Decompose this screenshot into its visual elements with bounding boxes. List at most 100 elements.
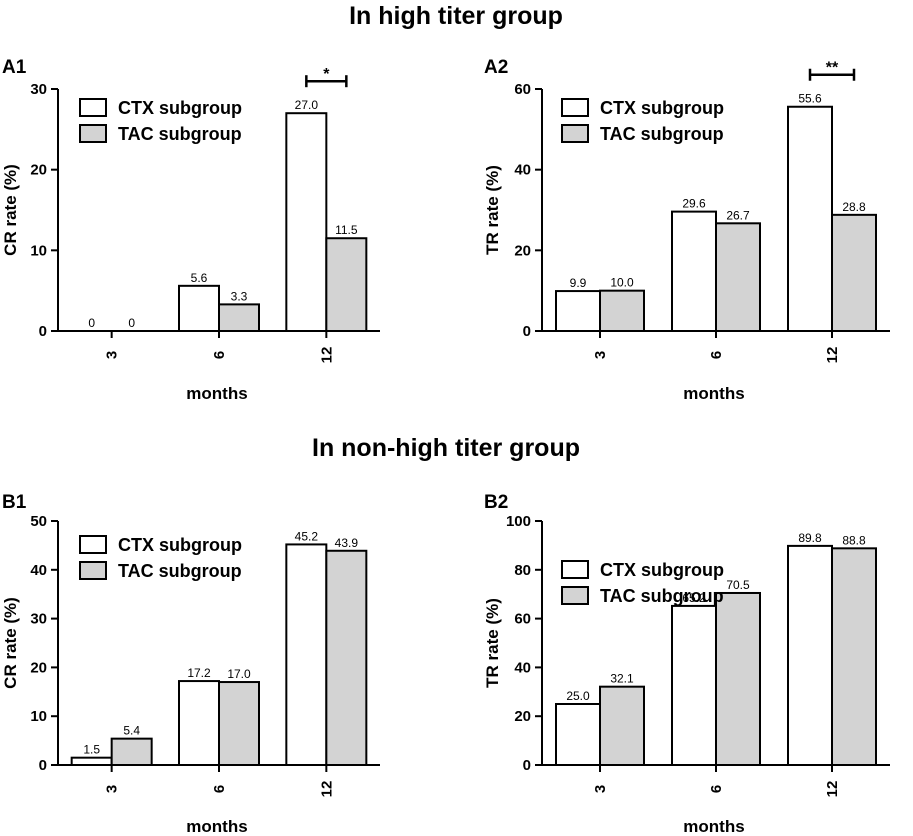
x-axis-label-a1: months [186, 384, 247, 403]
y-tick-label-a1: 30 [30, 81, 47, 98]
data-label-a2-ctx-3: 9.9 [570, 276, 587, 290]
x-tick-label-a1: 6 [211, 351, 228, 359]
data-label-a2-ctx-6: 29.6 [682, 197, 706, 211]
legend-label-a1-tac: TAC subgroup [118, 124, 242, 144]
y-tick-label-b2: 40 [514, 659, 531, 676]
panel-title-b2: B2 [484, 492, 508, 513]
y-tick-label-b1: 0 [39, 757, 47, 774]
data-label-a1-tac-12: 11.5 [335, 223, 358, 237]
x-tick-label-a2: 6 [708, 351, 725, 359]
panel-title-a2: A2 [484, 57, 508, 78]
y-tick-label-b1: 30 [30, 611, 47, 628]
legend-swatch-a1-ctx [79, 98, 107, 117]
bar-a2-ctx-3 [555, 290, 601, 333]
bar-b2-ctx-12 [787, 544, 833, 766]
bar-a1-ctx-12 [285, 112, 328, 332]
legend-swatch-b2-tac [561, 586, 589, 605]
y-tick-label-b2: 100 [506, 513, 531, 530]
legend-swatch-b2-ctx [561, 560, 589, 579]
bar-b2-tac-3 [599, 685, 645, 767]
data-label-a1-tac-3: 0 [128, 316, 135, 330]
bar-b1-tac-6 [218, 681, 260, 766]
y-tick-label-b2: 80 [514, 562, 531, 579]
data-label-b2-ctx-3: 25.0 [566, 689, 590, 703]
data-label-a2-ctx-12: 55.6 [798, 92, 822, 106]
data-label-a1-ctx-3: 0 [88, 316, 95, 330]
legend-label-a2-tac: TAC subgroup [600, 124, 724, 144]
bar-b2-ctx-6 [671, 604, 717, 766]
x-tick-label-b1: 6 [211, 785, 228, 793]
x-tick-label-b1: 12 [318, 781, 335, 798]
bar-a2-ctx-12 [787, 105, 833, 332]
bar-b1-ctx-3 [70, 756, 113, 766]
x-tick-label-a1: 3 [104, 351, 121, 359]
legend-label-a2-ctx: CTX subgroup [600, 98, 724, 118]
bar-a1-tac-6 [218, 303, 260, 333]
bar-a2-tac-6 [715, 222, 761, 332]
legend-label-b1-ctx: CTX subgroup [118, 535, 242, 555]
x-tick-label-b2: 6 [708, 785, 725, 793]
y-tick-label-b2: 20 [514, 708, 531, 725]
x-tick-label-b2: 3 [592, 785, 609, 793]
x-axis-label-b2: months [683, 817, 744, 836]
data-label-b1-ctx-3: 1.5 [83, 743, 100, 757]
data-label-a2-tac-12: 28.8 [842, 200, 866, 214]
y-axis-label-b2: TR rate (%) [483, 598, 502, 688]
section-title-non-high-titer: In non-high titer group [312, 434, 580, 462]
bar-b2-tac-6 [715, 591, 761, 766]
bar-a2-tac-3 [599, 289, 645, 332]
legend-label-b2-ctx: CTX subgroup [600, 560, 724, 580]
bar-b2-ctx-3 [555, 703, 601, 766]
y-tick-label-a1: 20 [30, 162, 47, 179]
y-tick-label-a2: 60 [514, 81, 531, 98]
data-label-a1-tac-6: 3.3 [231, 289, 248, 303]
bar-b1-ctx-6 [178, 680, 220, 767]
data-label-b1-ctx-6: 17.2 [187, 666, 211, 680]
legend-swatch-b1-ctx [79, 535, 107, 554]
panel-title-a1: A1 [2, 57, 27, 78]
y-tick-label-a2: 40 [514, 162, 531, 179]
x-axis-label-b1: months [186, 817, 247, 836]
section-title-high-titer: In high titer group [349, 2, 563, 30]
bar-b1-tac-12 [325, 549, 368, 766]
y-tick-label-b2: 0 [523, 757, 531, 774]
bar-a1-tac-12 [325, 237, 368, 333]
bar-a1-ctx-6 [178, 284, 220, 332]
panel-title-b1: B1 [2, 492, 27, 513]
bar-b2-tac-12 [831, 547, 877, 766]
legend-swatch-b1-tac [79, 561, 107, 580]
bar-a2-ctx-6 [671, 210, 717, 332]
data-label-a2-tac-6: 26.7 [726, 208, 750, 222]
data-label-b2-tac-6: 70.5 [726, 578, 750, 592]
y-tick-label-a2: 0 [523, 323, 531, 340]
x-tick-label-a2: 3 [592, 351, 609, 359]
x-tick-label-b1: 3 [104, 785, 121, 793]
data-label-b2-ctx-6: 65.2 [682, 591, 706, 605]
bar-b1-ctx-12 [285, 543, 328, 767]
y-tick-label-a1: 10 [30, 242, 47, 259]
data-label-a1-ctx-6: 5.6 [191, 271, 208, 285]
y-tick-label-b1: 20 [30, 659, 47, 676]
data-label-b2-ctx-12: 89.8 [798, 531, 822, 545]
x-tick-label-a1: 12 [318, 347, 335, 364]
data-label-b2-tac-3: 32.1 [610, 672, 634, 686]
significance-label-a1: * [323, 66, 330, 83]
x-tick-label-b2: 12 [824, 781, 841, 798]
x-tick-label-a2: 12 [824, 347, 841, 364]
data-label-b1-ctx-12: 45.2 [295, 529, 319, 543]
data-label-a1-ctx-12: 27.0 [295, 98, 319, 112]
legend-label-b2-tac: TAC subgroup [600, 586, 724, 606]
y-tick-label-b1: 10 [30, 708, 47, 725]
data-label-b1-tac-3: 5.4 [123, 724, 140, 738]
y-tick-label-a2: 20 [514, 242, 531, 259]
y-axis-label-a1: CR rate (%) [1, 164, 20, 256]
legend-label-a1-ctx: CTX subgroup [118, 98, 242, 118]
legend-swatch-a1-tac [79, 124, 107, 143]
y-tick-label-b1: 50 [30, 513, 47, 530]
y-axis-label-a2: TR rate (%) [483, 165, 502, 255]
y-axis-label-b1: CR rate (%) [1, 597, 20, 689]
data-label-a2-tac-3: 10.0 [610, 276, 634, 290]
data-label-b1-tac-6: 17.0 [227, 667, 251, 681]
legend-swatch-a2-tac [561, 124, 589, 143]
